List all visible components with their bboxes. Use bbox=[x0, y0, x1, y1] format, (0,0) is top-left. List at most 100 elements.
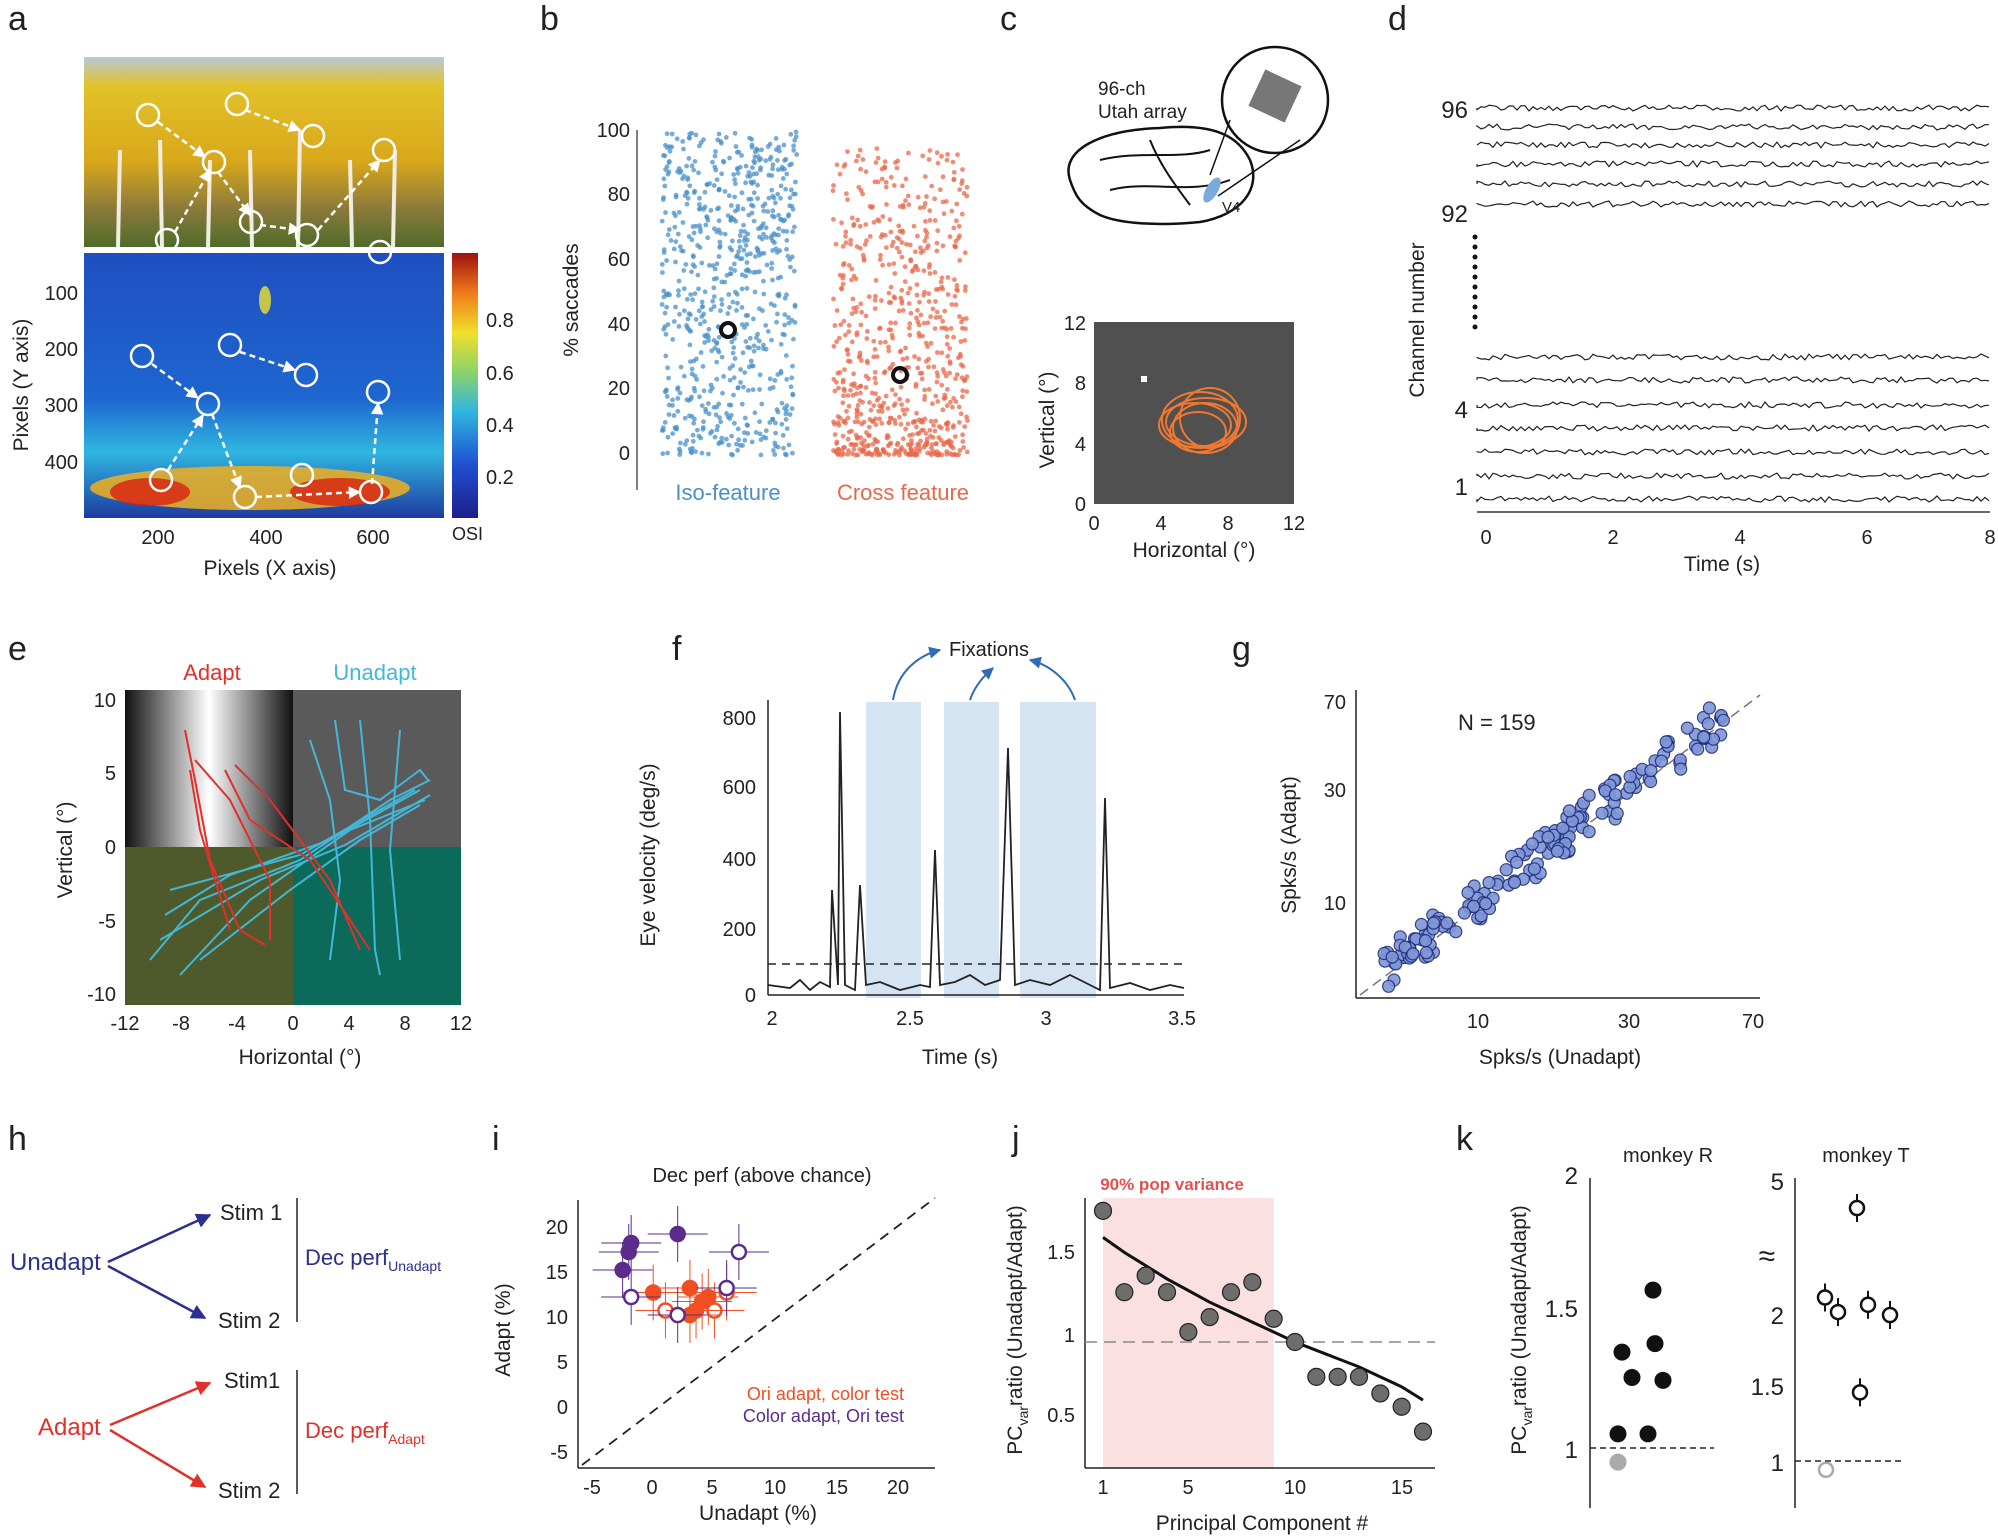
svg-text:12: 12 bbox=[450, 1013, 472, 1035]
svg-text:10: 10 bbox=[546, 1307, 568, 1329]
iso-feature-point bbox=[666, 160, 672, 165]
gray-stimulus bbox=[293, 690, 461, 847]
cross-feature-point bbox=[904, 355, 910, 361]
cross-feature-point bbox=[831, 419, 836, 425]
iso-feature-point bbox=[689, 394, 694, 400]
cross-feature-point bbox=[964, 193, 970, 199]
iso-feature-point bbox=[715, 347, 721, 353]
svg-text:800: 800 bbox=[723, 708, 756, 730]
lfp-trace bbox=[1476, 160, 1990, 168]
iso-feature-point bbox=[677, 390, 683, 396]
iso-feature-point bbox=[714, 261, 720, 267]
cross-feature-points bbox=[830, 146, 970, 458]
cross-feature-point bbox=[877, 257, 883, 262]
cross-feature-point bbox=[927, 271, 933, 276]
iso-feature-point bbox=[709, 348, 715, 354]
iso-feature-point bbox=[665, 450, 670, 456]
neuron-point bbox=[1418, 934, 1433, 948]
iso-feature-point bbox=[702, 319, 707, 324]
cross-feature-point bbox=[927, 208, 933, 214]
cross-feature-point bbox=[934, 248, 940, 254]
iso-feature-point bbox=[770, 166, 775, 172]
cross-feature-point bbox=[846, 329, 852, 335]
iso-feature-point bbox=[769, 260, 775, 266]
cross-feature-point bbox=[893, 448, 898, 453]
cross-feature-point bbox=[888, 174, 894, 180]
cross-feature-point bbox=[904, 241, 909, 247]
svg-text:70: 70 bbox=[1324, 692, 1346, 714]
iso-feature-point bbox=[742, 430, 747, 436]
cross-feature-point bbox=[945, 426, 950, 432]
iso-feature-point bbox=[765, 144, 771, 149]
iso-feature-point bbox=[741, 384, 746, 390]
iso-feature-point bbox=[791, 143, 796, 149]
iso-feature-point bbox=[767, 156, 773, 162]
cross-feature-point bbox=[951, 396, 956, 401]
iso-feature-point bbox=[757, 431, 763, 437]
iso-feature-point bbox=[751, 348, 757, 354]
svg-text:10: 10 bbox=[94, 690, 116, 712]
iso-feature-point bbox=[757, 372, 763, 378]
cross-feature-point bbox=[863, 222, 869, 227]
cross-feature-point bbox=[921, 292, 927, 298]
cross-feature-point bbox=[947, 346, 952, 351]
stim2-adapt: Stim 2 bbox=[218, 1478, 280, 1503]
cross-feature-point bbox=[960, 432, 965, 438]
cross-feature-point bbox=[830, 188, 836, 194]
iso-feature-point bbox=[767, 386, 773, 392]
cross-feature-point bbox=[891, 451, 897, 457]
cross-feature-point bbox=[899, 402, 904, 407]
iso-feature-point bbox=[685, 177, 690, 183]
cross-feature-point bbox=[922, 201, 928, 206]
pc-ratio-point bbox=[1307, 1367, 1326, 1386]
iso-feature-point bbox=[736, 437, 741, 443]
panel-i-xlabel: Unadapt (%) bbox=[699, 1502, 817, 1525]
svg-text:8: 8 bbox=[399, 1013, 410, 1035]
cross-feature-point bbox=[951, 334, 956, 340]
panel-f-yticks: 0 200 400 600 800 bbox=[723, 708, 756, 1007]
cross-feature-point bbox=[929, 442, 935, 447]
cross-feature-point bbox=[933, 299, 938, 304]
color-adapt-point bbox=[669, 1306, 686, 1324]
iso-feature-point bbox=[702, 289, 708, 295]
panel-b-yticks: 0 20 40 60 80 100 bbox=[597, 120, 630, 465]
cross-feature-point bbox=[888, 415, 894, 421]
panel-g-xticks: 10 30 70 bbox=[1467, 1011, 1764, 1033]
cross-feature-point bbox=[915, 431, 920, 437]
iso-feature-point bbox=[689, 414, 695, 419]
panel-label-e: e bbox=[8, 630, 27, 668]
cross-feature-point bbox=[958, 411, 964, 417]
svg-text:10: 10 bbox=[1284, 1477, 1306, 1499]
cross-feature-point bbox=[900, 183, 905, 189]
iso-feature-point bbox=[691, 167, 697, 173]
cross-feature-point bbox=[956, 452, 961, 458]
iso-feature-point bbox=[775, 167, 781, 173]
svg-text:0: 0 bbox=[1075, 494, 1086, 516]
svg-text:12: 12 bbox=[1064, 313, 1086, 335]
iso-feature-point bbox=[769, 187, 775, 193]
iso-feature-point bbox=[671, 413, 677, 418]
iso-feature-point bbox=[754, 335, 759, 341]
cross-feature-point bbox=[960, 439, 966, 444]
iso-feature-point bbox=[728, 203, 734, 208]
pc-ratio-point bbox=[1371, 1384, 1390, 1403]
iso-feature-point bbox=[756, 345, 761, 351]
cross-feature-point bbox=[840, 400, 846, 406]
iso-feature-point bbox=[789, 254, 795, 260]
iso-feature-point bbox=[791, 147, 797, 153]
cross-feature-point bbox=[843, 233, 848, 239]
svg-text:-5: -5 bbox=[550, 1442, 568, 1464]
panel-e-yticks: 10 5 0 -5 -10 bbox=[87, 690, 116, 1006]
neuron-point bbox=[1541, 830, 1555, 844]
iso-feature-point bbox=[746, 388, 751, 393]
iso-feature-point bbox=[758, 225, 764, 231]
monkey-t-point bbox=[1881, 1306, 1899, 1324]
neuron-point bbox=[1509, 855, 1524, 869]
adapt-label: Adapt bbox=[38, 1414, 101, 1441]
cross-feature-point bbox=[921, 444, 927, 450]
cross-feature-point bbox=[864, 336, 870, 341]
iso-feature-point bbox=[698, 435, 704, 441]
lfp-trace bbox=[1476, 123, 1990, 131]
panel-i: Dec perf (above chance) Ori adapt, color… bbox=[492, 1165, 936, 1525]
